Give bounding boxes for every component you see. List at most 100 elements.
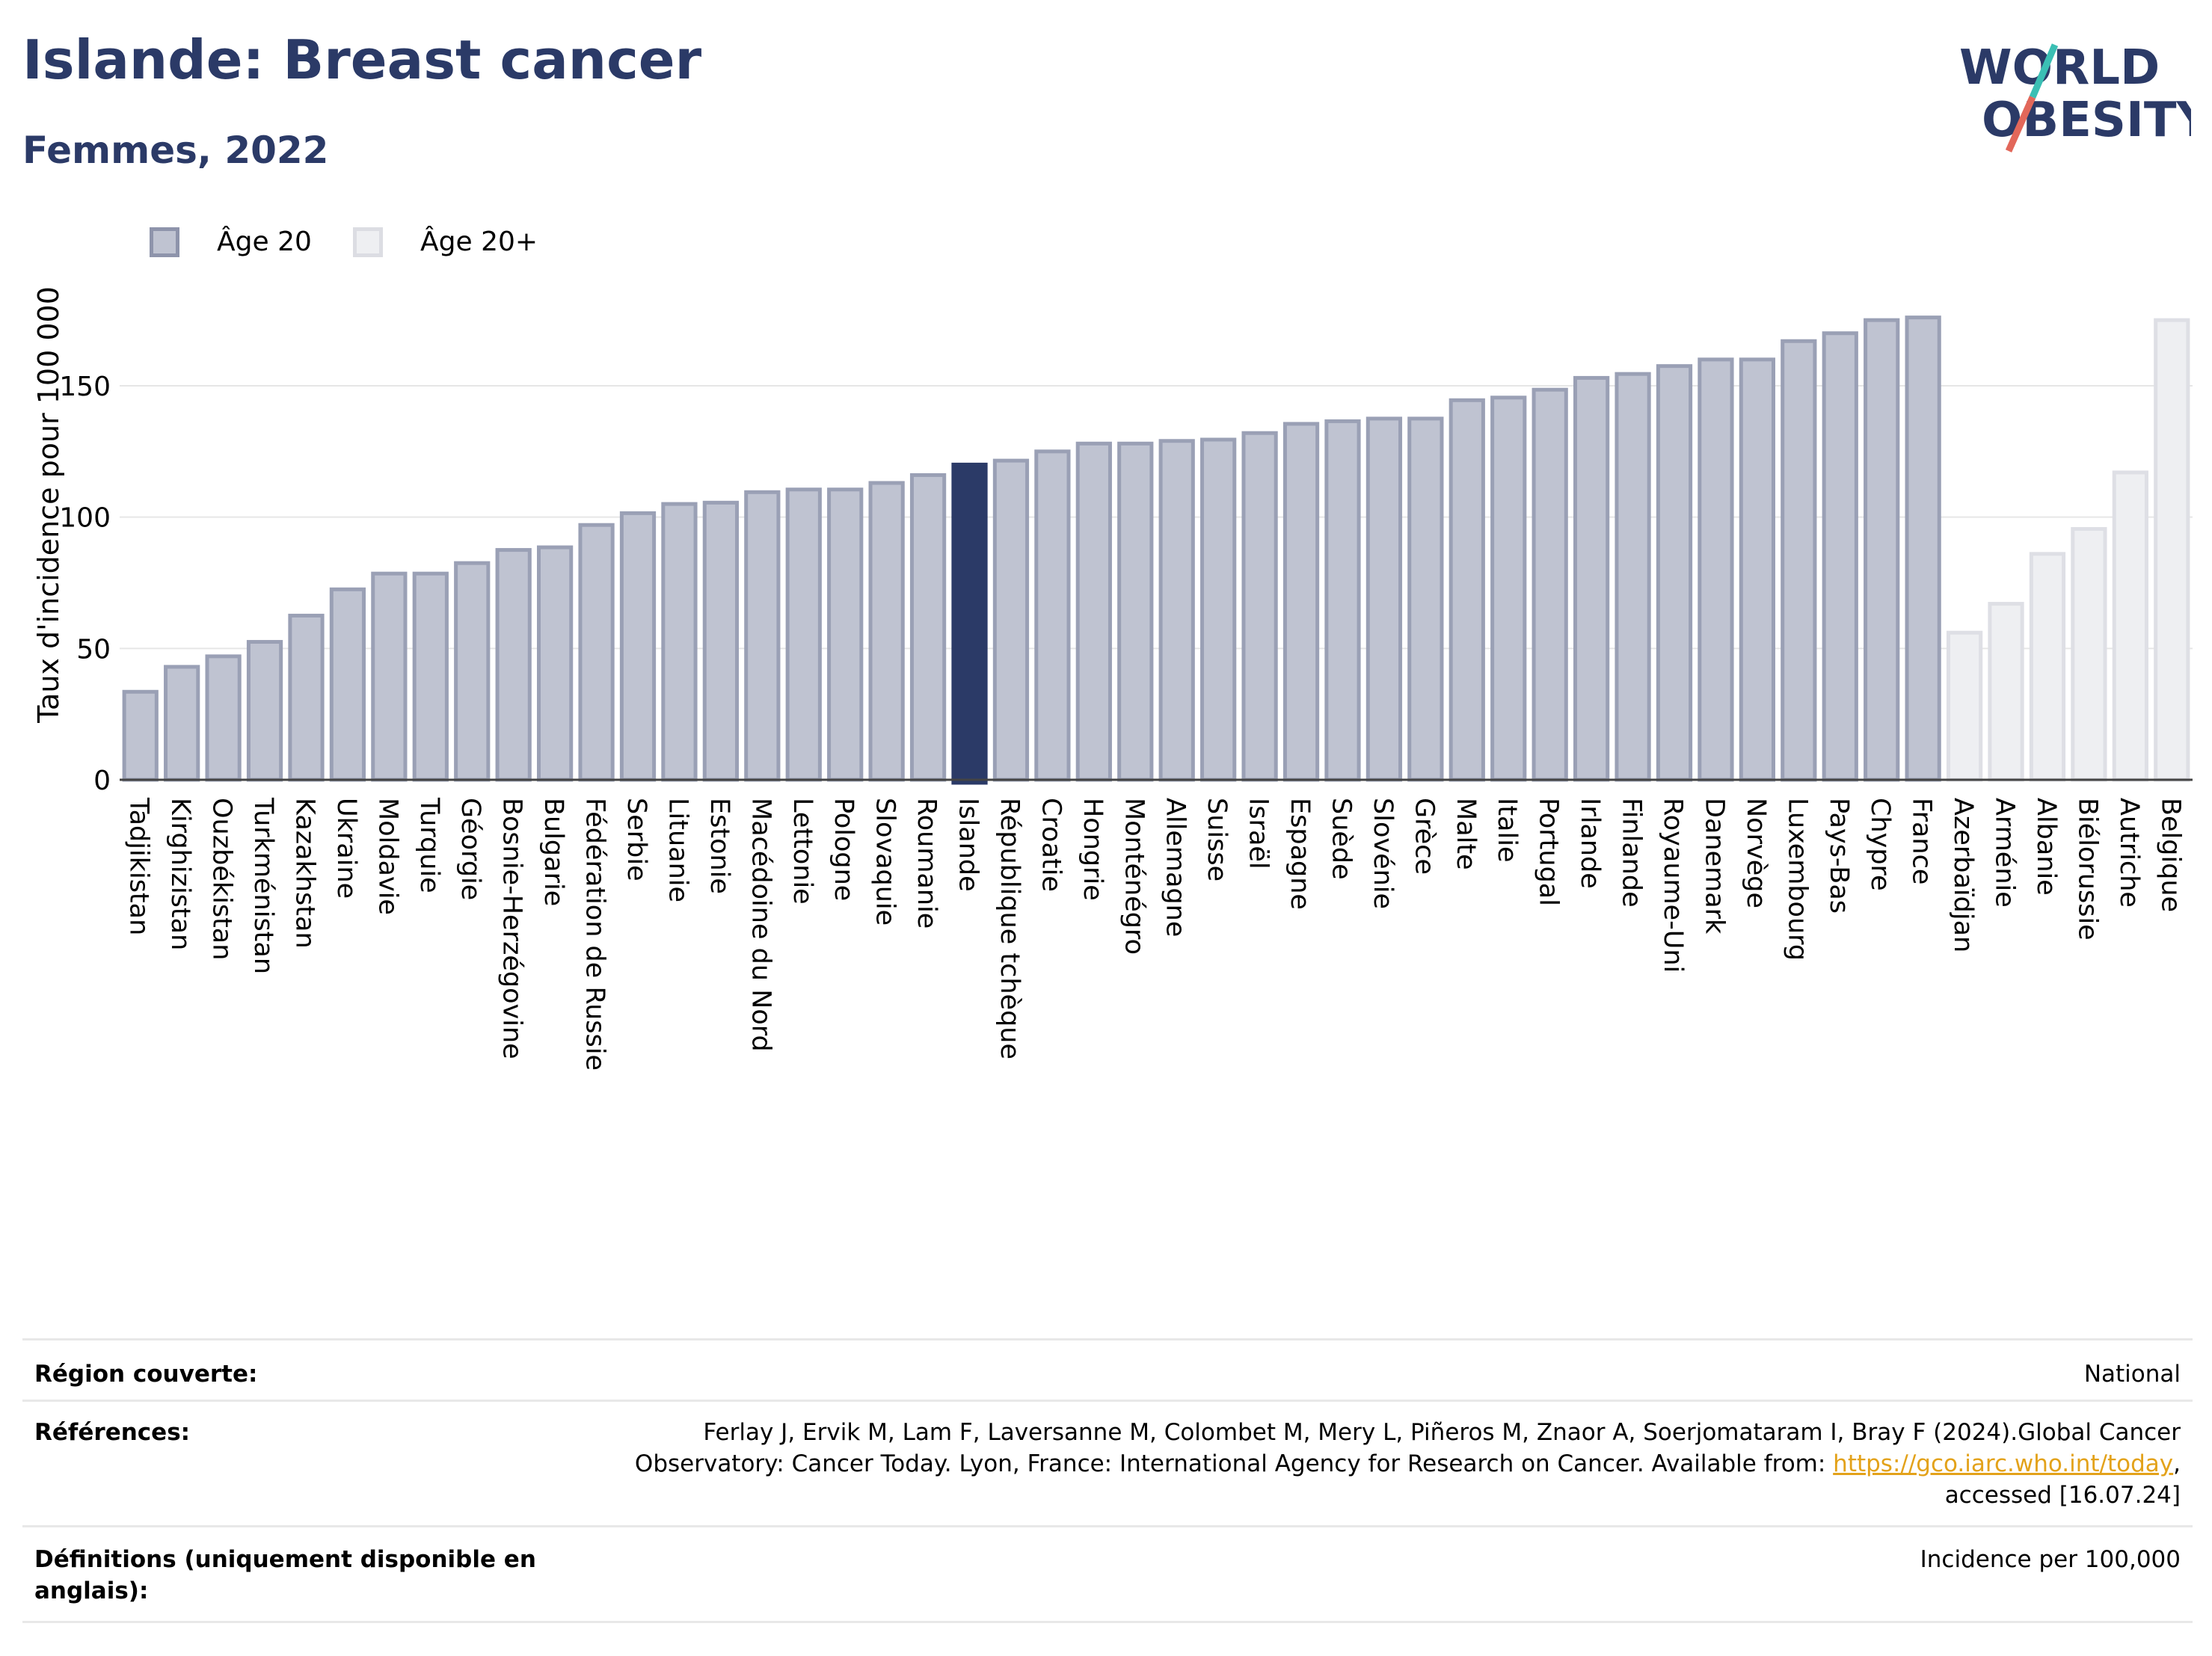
- x-tick-label: Slovénie: [1368, 798, 1398, 909]
- bar-f-d-ration-de-russie[interactable]: [578, 523, 615, 782]
- x-tick-label: Royaume-Uni: [1658, 798, 1688, 973]
- bar-malte[interactable]: [1448, 398, 1485, 782]
- bar-chypre[interactable]: [1864, 318, 1900, 782]
- bar-mont-n-gro[interactable]: [1117, 441, 1154, 782]
- bar-pays-bas[interactable]: [1822, 331, 1858, 782]
- logo-slash-teal: [2029, 43, 2059, 99]
- x-tick-label: Belgique: [2155, 798, 2185, 912]
- logo-line1: WORLD: [1959, 40, 2160, 96]
- x-tick-label: Ukraine: [331, 798, 361, 899]
- x-tick-label: Bosnie-Herzégovine: [497, 798, 527, 1059]
- bar-chart: 0 50 100 150 Tadjikistan Kirghizistan Ouzbéki…: [32, 286, 2193, 1071]
- bar-albanie[interactable]: [2029, 552, 2066, 782]
- bar-pologne[interactable]: [827, 487, 864, 782]
- x-tick-label: Serbie: [621, 798, 651, 881]
- x-tick-label: Irlande: [1575, 798, 1605, 889]
- bar-serbie[interactable]: [619, 511, 657, 782]
- x-tick-label: Fédération de Russie: [580, 798, 610, 1071]
- bar-su-de[interactable]: [1324, 419, 1361, 782]
- bar-gr-ce[interactable]: [1407, 416, 1444, 782]
- legend-swatch-age20plus: [353, 227, 383, 257]
- y-tick-label: 150: [59, 372, 111, 402]
- chart-subtitle: Femmes, 2022: [22, 129, 329, 172]
- legend-label-age20: Âge 20: [217, 227, 312, 257]
- bar-royaume-uni[interactable]: [1656, 364, 1693, 782]
- bar-lettonie[interactable]: [785, 487, 822, 782]
- bar-bi-lorussie[interactable]: [2071, 526, 2107, 782]
- bar-bosnie-herz-govine[interactable]: [495, 548, 532, 782]
- bar-kazakhstan[interactable]: [288, 613, 325, 782]
- bar-luxembourg[interactable]: [1781, 339, 1817, 782]
- bar-kirghizistan[interactable]: [164, 665, 200, 782]
- chart-title: Islande: Breast cancer: [22, 28, 702, 91]
- bar-slovaquie[interactable]: [868, 481, 905, 782]
- x-tick-label: Lituanie: [663, 798, 692, 902]
- bar-islande[interactable]: [951, 462, 988, 785]
- bar-ouzb-kistan[interactable]: [205, 654, 242, 782]
- x-tick-label: Suède: [1326, 798, 1356, 880]
- bar-norv-ge[interactable]: [1739, 357, 1776, 782]
- x-tick-label: Turkménistan: [248, 797, 278, 974]
- bar-r-publique-tch-que[interactable]: [992, 458, 1030, 782]
- x-tick-label: Ouzbékistan: [207, 798, 237, 960]
- world-obesity-logo: WORLD OBESITY: [1959, 40, 2191, 153]
- x-tick-label: Arménie: [1990, 798, 2020, 908]
- bar-hongrie[interactable]: [1075, 441, 1112, 782]
- bar-italie[interactable]: [1490, 395, 1527, 782]
- legend-swatch-age20: [150, 227, 179, 257]
- y-tick-label: 100: [59, 503, 111, 534]
- bar-slov-nie[interactable]: [1365, 416, 1403, 782]
- y-tick-label: 50: [76, 634, 111, 665]
- reference-link[interactable]: https://gco.iarc.who.int/today: [1833, 1450, 2174, 1477]
- bar-france[interactable]: [1905, 315, 1941, 782]
- x-tick-label: Kazakhstan: [289, 798, 319, 949]
- bars: [122, 315, 2190, 785]
- bar-espagne[interactable]: [1282, 422, 1320, 782]
- info-value-region: National: [2083, 1361, 2181, 1388]
- bar-croatie[interactable]: [1034, 449, 1071, 782]
- bar-ukraine[interactable]: [329, 587, 366, 782]
- axes: 0 50 100 150: [59, 372, 2193, 796]
- x-tick-label: Tadjikistan: [124, 797, 154, 935]
- x-tick-label: Malte: [1451, 798, 1481, 870]
- bar-moldavie[interactable]: [371, 571, 408, 782]
- bar-allemagne[interactable]: [1158, 439, 1195, 782]
- x-tick-labels: Tadjikistan Kirghizistan Ouzbékistan Turkmé…: [124, 797, 2186, 1071]
- x-tick-label: Turquie: [414, 797, 444, 893]
- bar-portugal[interactable]: [1531, 387, 1568, 782]
- x-tick-label: Roumanie: [912, 798, 941, 929]
- bar-arm-nie[interactable]: [1988, 602, 2024, 782]
- bar-isra-l[interactable]: [1241, 431, 1278, 782]
- x-tick-label: Monténégro: [1119, 798, 1149, 955]
- x-tick-label: Biélorussie: [2072, 798, 2102, 941]
- bar-autriche[interactable]: [2112, 470, 2148, 782]
- bar-danemark[interactable]: [1698, 357, 1734, 782]
- bar-g-orgie[interactable]: [454, 561, 491, 782]
- bar-lituanie[interactable]: [661, 502, 698, 782]
- info-key-definitions: Définitions (uniquement disponible en an…: [34, 1544, 536, 1607]
- bar-turquie[interactable]: [412, 571, 449, 782]
- x-tick-label: Bulgarie: [538, 798, 568, 906]
- x-tick-label: Moldavie: [372, 798, 402, 915]
- y-axis-label: Taux d'incidence pour 100 000: [32, 286, 65, 724]
- bar-tadjikistan[interactable]: [122, 689, 159, 782]
- bar-mac-doine-du-nord[interactable]: [744, 490, 781, 782]
- bar-finlande[interactable]: [1615, 372, 1651, 782]
- definitions-key-line-2: anglais):: [34, 1577, 149, 1604]
- bar-azerba-djan[interactable]: [1946, 630, 1983, 782]
- bar-belgique[interactable]: [2154, 318, 2190, 782]
- y-tick-label: 0: [93, 766, 111, 796]
- x-tick-label: Norvège: [1741, 798, 1771, 908]
- bar-turkm-nistan[interactable]: [246, 640, 283, 782]
- x-tick-label: Danemark: [1699, 798, 1729, 935]
- x-tick-label: Italie: [1492, 798, 1522, 862]
- reference-link-suffix: ,: [2173, 1450, 2181, 1477]
- logo-slash-red: [2005, 96, 2036, 153]
- bar-estonie[interactable]: [702, 500, 740, 782]
- reference-line-3: accessed [16.07.24]: [1944, 1482, 2181, 1509]
- bar-bulgarie[interactable]: [536, 545, 574, 782]
- bar-irlande[interactable]: [1573, 375, 1610, 782]
- bar-roumanie[interactable]: [909, 473, 947, 782]
- x-tick-label: Israël: [1244, 798, 1274, 869]
- bar-suisse[interactable]: [1200, 437, 1237, 782]
